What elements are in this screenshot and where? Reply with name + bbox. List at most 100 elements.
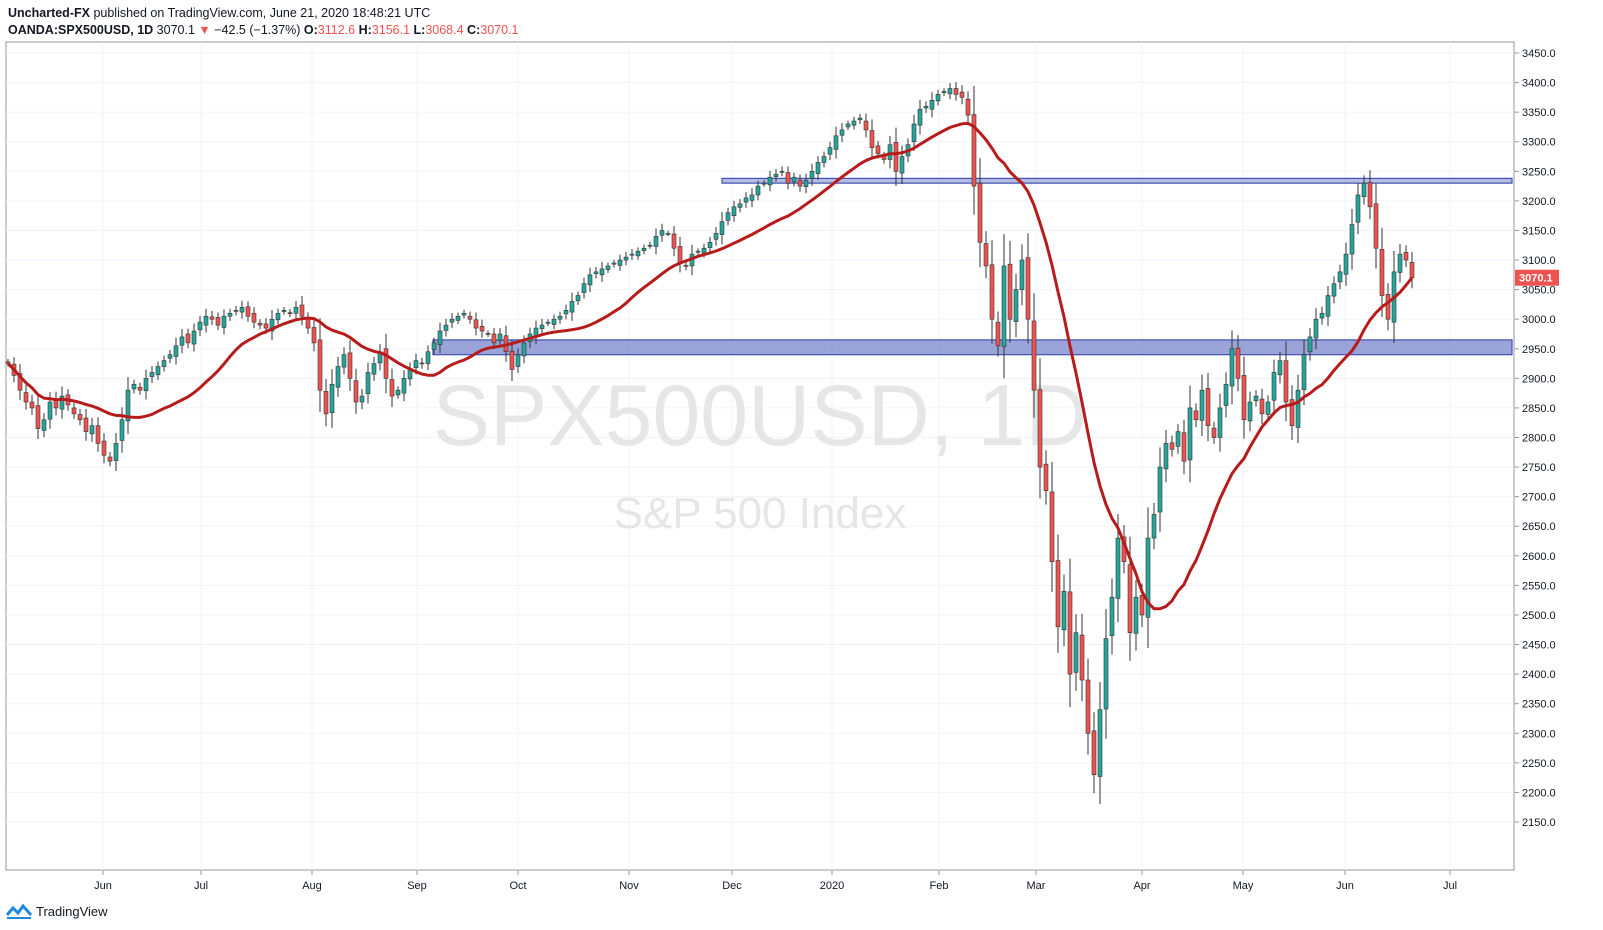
candle-body bbox=[473, 319, 479, 329]
candle-body bbox=[491, 333, 497, 344]
last-price-text: 3070.1 bbox=[1519, 273, 1553, 285]
candle-body bbox=[599, 268, 605, 276]
candle-body bbox=[1013, 289, 1019, 322]
candle-body bbox=[95, 425, 101, 444]
candle-body bbox=[161, 360, 167, 367]
candle-body bbox=[227, 312, 233, 317]
candle-body bbox=[875, 145, 881, 154]
candle-body bbox=[1223, 383, 1229, 406]
candle-body bbox=[815, 162, 821, 174]
candle-body bbox=[1157, 466, 1163, 513]
time-tick-label: Feb bbox=[930, 880, 949, 892]
candle-body bbox=[971, 114, 977, 187]
zones bbox=[432, 177, 1513, 356]
candle-body bbox=[1325, 295, 1331, 317]
price-tick-label: 3350.0 bbox=[1522, 107, 1556, 119]
candle-body bbox=[851, 120, 857, 126]
candle-body bbox=[437, 330, 443, 345]
candle-body bbox=[245, 306, 251, 317]
candle-body bbox=[641, 247, 647, 251]
candle-body bbox=[911, 123, 917, 143]
price-tick-label: 3250.0 bbox=[1522, 166, 1556, 178]
candle-body bbox=[677, 246, 683, 264]
candle-body bbox=[419, 362, 425, 365]
candle-body bbox=[347, 352, 353, 379]
candle-body bbox=[845, 123, 851, 128]
candle-body bbox=[575, 295, 581, 302]
candle-body bbox=[743, 197, 749, 203]
candle-body bbox=[1037, 389, 1043, 468]
candle-body bbox=[443, 324, 449, 331]
time-tick-label: Aug bbox=[302, 880, 322, 892]
candle-body bbox=[1019, 259, 1025, 290]
candle-body bbox=[143, 378, 149, 392]
candle-body bbox=[1259, 398, 1265, 415]
candle-body bbox=[479, 325, 485, 332]
footer-brand[interactable]: TradingView bbox=[6, 903, 108, 919]
candle-body bbox=[767, 176, 773, 186]
candle-body bbox=[1163, 443, 1169, 470]
candle-body bbox=[545, 321, 551, 324]
last-price: 3070.1 bbox=[156, 23, 195, 37]
candle-body bbox=[1097, 709, 1103, 777]
candle-body bbox=[107, 456, 113, 462]
candle-body bbox=[1295, 389, 1301, 428]
candle-body bbox=[791, 176, 797, 183]
candle-body bbox=[923, 105, 929, 109]
grid bbox=[6, 42, 1514, 870]
candle-body bbox=[899, 156, 905, 174]
candle-body bbox=[1235, 347, 1241, 379]
candle-body bbox=[1133, 596, 1139, 634]
candle-body bbox=[1061, 590, 1067, 631]
candle-body bbox=[359, 395, 365, 403]
candle-body bbox=[1319, 312, 1325, 319]
time-tick-label: Apr bbox=[1133, 880, 1150, 892]
price-tick-label: 2950.0 bbox=[1522, 344, 1556, 356]
candle-body bbox=[839, 129, 845, 136]
candle-body bbox=[149, 372, 155, 377]
candle-body bbox=[593, 271, 599, 274]
candle-body bbox=[1355, 194, 1361, 223]
candle-body bbox=[1139, 595, 1145, 616]
candle-body bbox=[395, 389, 401, 396]
candle-body bbox=[1187, 407, 1193, 461]
symbol-line: OANDA:SPX500USD, 1D 3070.1 ▼ −42.5 (−1.3… bbox=[8, 22, 518, 39]
candle-body bbox=[551, 318, 557, 325]
price-tick-label: 2200.0 bbox=[1522, 787, 1556, 799]
candle-body bbox=[1307, 336, 1313, 353]
candle-body bbox=[617, 259, 623, 266]
price-tick-label: 2350.0 bbox=[1522, 699, 1556, 711]
candle-body bbox=[539, 324, 545, 329]
low-label: L: bbox=[413, 23, 426, 37]
price-tick-label: 2750.0 bbox=[1522, 462, 1556, 474]
candle-body bbox=[761, 182, 767, 185]
candle-body bbox=[1313, 318, 1319, 339]
price-tick-label: 2150.0 bbox=[1522, 817, 1556, 829]
candle-body bbox=[605, 265, 611, 270]
candle-body bbox=[251, 312, 257, 323]
candle-body bbox=[287, 312, 293, 314]
time-tick-label: Dec bbox=[722, 880, 742, 892]
candle-body bbox=[731, 206, 737, 216]
symbol-name[interactable]: OANDA:SPX500USD, 1D bbox=[8, 23, 154, 37]
candle-body bbox=[797, 179, 803, 187]
price-tick-label: 3050.0 bbox=[1522, 285, 1556, 297]
candle-body bbox=[425, 351, 431, 364]
candle-body bbox=[137, 386, 143, 391]
candle-body bbox=[89, 425, 95, 435]
candle-body bbox=[1169, 442, 1175, 450]
candle-body bbox=[701, 247, 707, 254]
candle-body bbox=[485, 333, 491, 335]
candle-body bbox=[1145, 537, 1151, 618]
candle-body bbox=[329, 383, 335, 413]
candle-body bbox=[611, 262, 617, 265]
candle-body bbox=[995, 321, 1001, 347]
author-name[interactable]: Uncharted-FX bbox=[8, 6, 90, 20]
candle-body bbox=[323, 391, 329, 415]
candle-body bbox=[947, 88, 953, 95]
candle-body bbox=[965, 98, 971, 116]
candle-body bbox=[1103, 638, 1109, 710]
candle-body bbox=[71, 407, 77, 415]
candle-body bbox=[647, 244, 653, 247]
